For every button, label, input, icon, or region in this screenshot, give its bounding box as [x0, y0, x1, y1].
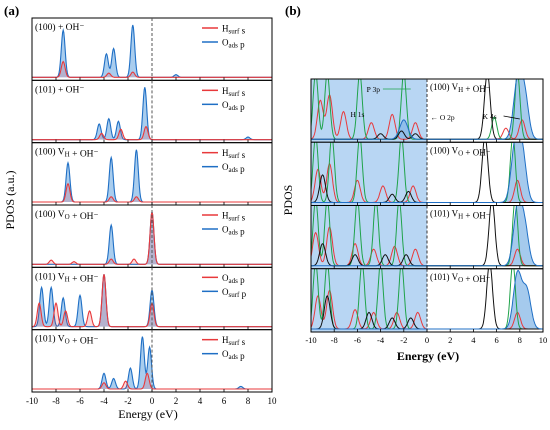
annotation-o2p: ← O 2p: [430, 113, 454, 122]
x-tick-label-b: 2: [448, 335, 452, 345]
panel-b-xlabel: Energy (eV): [397, 349, 459, 363]
x-tick-label-b: 6: [494, 335, 498, 345]
panel-a-subplot-1: [32, 24, 272, 78]
panel-b-subplot-2: [311, 142, 543, 206]
annotation-k4s: K 4s: [483, 112, 497, 121]
area-6-fill: [32, 336, 272, 389]
subplot-label-a-4: (100) VO + OH⁻: [35, 209, 99, 222]
x-tick-label-b: -10: [305, 335, 316, 345]
subplot-label-a-2: (101) + OH⁻: [35, 84, 84, 95]
legend-entry-a: Hsurf s: [222, 24, 246, 36]
x-tick-label-a: -8: [52, 396, 60, 406]
x-tick-label-a: -6: [76, 396, 84, 406]
x-tick-label-b: 8: [518, 335, 522, 345]
subplot-label-a-3: (100) VH + OH⁻: [35, 147, 99, 160]
subplot-label-b-3: (101) VH + OH⁻: [430, 209, 491, 221]
legend-entry-a: Hsurf s: [222, 86, 246, 98]
panel-a-ylabel: PDOS (a.u.): [3, 170, 17, 229]
area-4-fill: [32, 212, 272, 265]
series-line-1-red: [32, 60, 272, 78]
x-tick-label-b: -6: [354, 335, 361, 345]
x-tick-label-a: 10: [268, 396, 278, 406]
x-tick-label-b: 0: [425, 335, 429, 345]
panel-a-plots: (100) + OH⁻ Hsurf s Oads p (101) + OH⁻ Hsurf…: [26, 17, 278, 406]
x-tick-label-a: 2: [174, 396, 179, 406]
x-tick-label-b: 10: [539, 335, 548, 345]
subplot-label-a-5: (101) VH + OH⁻: [35, 271, 99, 284]
annotation-k4s-arrow: [503, 115, 520, 120]
subplot-label-b-2: (100) VO + OH⁻: [430, 145, 491, 157]
subplot-label-b-1: (100) VH + OH⁻: [430, 82, 491, 94]
area-b-1: [311, 79, 543, 140]
panel-b-label: (b): [285, 3, 301, 18]
x-tick-label-a: 6: [222, 396, 227, 406]
area-4-red-fill: [32, 212, 272, 265]
panel-b-plots: (100) VH + OH⁻ (100) VO + OH⁻ (101) VH + O…: [305, 78, 548, 345]
subplot-label-a-6: (101) VO + OH⁻: [35, 334, 99, 347]
annotation-p3p: P 3p: [367, 85, 381, 94]
x-tick-label-a: -2: [124, 396, 132, 406]
panel-b-ylabel: PDOS: [281, 185, 295, 216]
subplot-label-a-1: (100) + OH⁻: [35, 22, 84, 33]
panel-b-subplot-3: [311, 205, 543, 269]
x-tick-label-b: 4: [471, 335, 476, 345]
annotation-h1s: H 1s: [350, 110, 364, 119]
area-5-fill: [32, 274, 272, 327]
area-5-red-fill: [32, 274, 272, 327]
subplot-label-b-4: (101) VO + OH⁻: [430, 272, 491, 284]
panel-b-subplot-1: [311, 79, 543, 143]
series-line-2-red: [32, 125, 272, 141]
legend-entry-a: Hsurf s: [222, 148, 246, 160]
x-tick-label-a: -4: [100, 396, 108, 406]
x-tick-label-a: 4: [198, 396, 203, 406]
panel-a-subplot-2: [32, 87, 272, 141]
legend-entry-a: Oads p: [222, 273, 245, 285]
legend-entry-a: Oads p: [222, 38, 245, 50]
legend-entry-a: Hsurf s: [222, 335, 246, 347]
panel-a-label: (a): [4, 3, 19, 18]
area-b-3: [311, 205, 543, 266]
x-tick-label-b: -4: [377, 335, 385, 345]
x-tick-label-b: -2: [400, 335, 407, 345]
panel-a-xlabel: Energy (eV): [118, 407, 177, 421]
legend-entry-a: Oads p: [222, 349, 245, 361]
x-tick-label-b: -8: [331, 335, 338, 345]
legend-entry-a: Oads p: [222, 100, 245, 112]
legend-entry-a: Hsurf s: [222, 211, 246, 223]
series-line-6-red: [32, 372, 272, 390]
x-tick-label-a: 0: [150, 396, 155, 406]
area-b-2: [311, 142, 543, 203]
x-tick-label-a: -10: [26, 396, 38, 406]
x-tick-label-a: 8: [246, 396, 251, 406]
area-b-4: [311, 270, 543, 329]
legend-entry-a: Oads p: [222, 162, 245, 174]
legend-entry-a: Oads p: [222, 225, 245, 237]
legend-entry-a: Osurf p: [222, 287, 247, 299]
